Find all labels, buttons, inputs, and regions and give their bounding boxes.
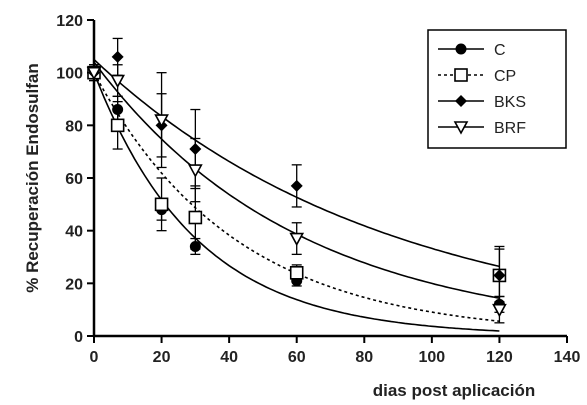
legend-marker-brf xyxy=(453,121,469,135)
fit-curve-cp xyxy=(93,72,500,322)
data-point-brf xyxy=(154,114,169,128)
legend: C CP BKS BRF xyxy=(427,29,567,149)
legend-label-bks: BKS xyxy=(494,94,526,111)
data-point-cp xyxy=(188,210,203,225)
x-tick-label: 40 xyxy=(220,349,238,366)
ticks: 0 20 40 60 80 100 120 140 0 20 40 60 80 100 120 xyxy=(56,13,580,366)
data-point-bks xyxy=(290,179,303,192)
data-point-bks xyxy=(189,143,202,156)
y-tick-label: 100 xyxy=(56,66,83,83)
x-axis-title: dias post aplicación xyxy=(373,381,536,400)
y-tick-label: 20 xyxy=(65,276,83,293)
data-point-brf xyxy=(188,164,203,178)
x-tick-label: 100 xyxy=(419,349,446,366)
data-point-cp xyxy=(289,265,304,280)
x-tick-label: 20 xyxy=(153,349,171,366)
data-point-cp xyxy=(154,197,169,212)
x-tick-label: 140 xyxy=(554,349,581,366)
legend-label-cp: CP xyxy=(494,68,516,85)
x-tick-label: 120 xyxy=(486,349,513,366)
y-tick-label: 60 xyxy=(65,171,83,188)
y-tick-label: 120 xyxy=(56,13,83,30)
x-tick-label: 80 xyxy=(355,349,373,366)
data-point-brf xyxy=(110,74,125,89)
data-point-c xyxy=(189,240,201,252)
data-points xyxy=(86,50,507,318)
y-axis-title: % Recuperación Endosulfan xyxy=(23,63,42,293)
x-tick-label: 60 xyxy=(288,349,306,366)
data-point-cp xyxy=(110,118,125,133)
legend-label-brf: BRF xyxy=(494,120,526,137)
y-tick-label: 80 xyxy=(65,118,83,135)
y-tick-label: 40 xyxy=(65,224,83,241)
data-point-c xyxy=(112,104,124,116)
data-point-brf xyxy=(289,232,305,247)
data-point-bks xyxy=(493,269,506,282)
data-point-brf xyxy=(86,66,102,81)
legend-marker-cp xyxy=(454,68,468,82)
legend-label-c: C xyxy=(494,42,506,59)
y-tick-label: 0 xyxy=(74,329,83,346)
legend-marker-bks xyxy=(455,95,467,107)
data-point-brf xyxy=(492,303,507,318)
legend-marker-c xyxy=(455,43,467,55)
data-point-bks xyxy=(111,50,124,63)
x-tick-label: 0 xyxy=(90,349,99,366)
